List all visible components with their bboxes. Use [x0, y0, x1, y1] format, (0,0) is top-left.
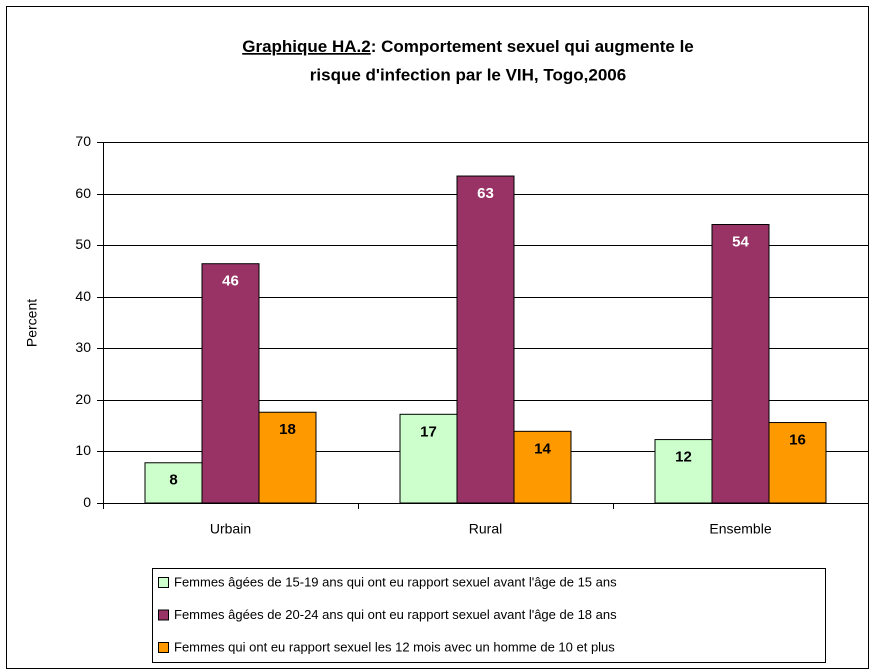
bar [513, 430, 572, 504]
bar [711, 224, 770, 504]
legend-label: Femmes qui ont eu rapport sexuel les 12 … [174, 639, 615, 654]
legend-box [152, 568, 826, 663]
legend-swatch [158, 577, 169, 588]
y-tick-label: 60 [75, 185, 91, 201]
title-prefix: Graphique HA.2 [242, 37, 370, 56]
bar [258, 411, 317, 504]
data-label: 8 [169, 472, 177, 489]
y-tick-label: 10 [75, 442, 91, 458]
bar [456, 175, 515, 504]
y-axis-label: Percent [24, 299, 40, 347]
title-line: risque d'infection par le VIH, Togo,2006 [310, 65, 626, 84]
y-tick-label: 20 [75, 391, 91, 407]
data-label: 63 [477, 185, 494, 202]
y-tick-label: 50 [75, 236, 91, 252]
data-label: 54 [732, 233, 749, 250]
data-label: 16 [789, 432, 806, 449]
title-line: : Comportement sexuel qui augmente le [371, 37, 694, 56]
data-label: 14 [534, 440, 551, 457]
data-label: 46 [222, 273, 239, 290]
x-tick-label: Ensemble [709, 521, 771, 537]
legend-label: Femmes âgées de 20-24 ans qui ont eu rap… [174, 607, 617, 622]
y-tick-label: 70 [75, 133, 91, 149]
y-tick-label: 0 [83, 494, 91, 510]
data-label: 18 [279, 421, 296, 438]
x-tick-label: Urbain [210, 521, 251, 537]
y-tick-label: 40 [75, 288, 91, 304]
legend-label: Femmes âgées de 15-19 ans qui ont eu rap… [174, 574, 617, 589]
bar [144, 462, 203, 504]
y-tick-label: 30 [75, 339, 91, 355]
legend-swatch [158, 609, 169, 621]
chart-title: Graphique HA.2: Comportement sexuel qui … [242, 37, 694, 56]
data-label: 12 [675, 449, 692, 466]
x-tick-label: Rural [469, 521, 502, 537]
bar [201, 263, 260, 504]
bar [768, 422, 827, 504]
data-label: 17 [420, 423, 437, 440]
legend-swatch [158, 642, 169, 653]
